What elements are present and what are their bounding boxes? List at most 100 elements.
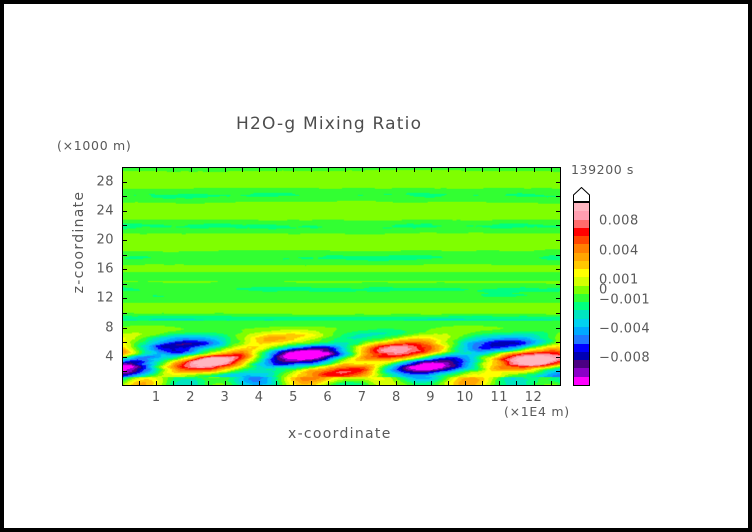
- x-tick: [139, 381, 141, 386]
- x-tick-label: 10: [456, 390, 474, 405]
- y-tick-label: 28: [96, 174, 114, 190]
- x-tick: [242, 381, 244, 386]
- colorbar-band: [574, 310, 589, 319]
- x-tick: [259, 167, 261, 172]
- x-tick-label: 4: [254, 390, 264, 405]
- x-axis-units: (×1E4 m): [504, 404, 570, 419]
- x-tick: [139, 167, 141, 172]
- y-tick: [556, 210, 561, 212]
- timestamp-label: 139200 s: [571, 162, 635, 177]
- y-tick: [122, 269, 127, 271]
- x-tick: [447, 381, 449, 386]
- x-tick: [482, 381, 484, 386]
- x-tick: [327, 381, 329, 386]
- colorbar-band: [574, 326, 589, 336]
- x-tick: [413, 381, 415, 386]
- x-tick: [516, 167, 518, 172]
- x-tick: [533, 381, 535, 386]
- x-tick: [156, 381, 158, 386]
- colorbar-tick-label: −0.001: [599, 292, 651, 308]
- x-tick: [259, 381, 261, 386]
- x-tick: [327, 167, 329, 172]
- y-tick: [556, 371, 561, 373]
- x-tick-label: 9: [426, 390, 436, 405]
- colorbar-band: [574, 227, 589, 237]
- colorbar-tick-label: −0.004: [599, 321, 651, 337]
- y-tick: [122, 181, 127, 183]
- y-tick: [556, 313, 561, 314]
- x-tick: [224, 381, 226, 386]
- x-tick: [430, 167, 432, 172]
- y-tick: [556, 342, 561, 344]
- y-tick: [122, 371, 127, 373]
- x-tick: [447, 167, 449, 172]
- y-tick: [122, 240, 127, 241]
- x-tick-label: 3: [220, 390, 230, 405]
- x-tick: [499, 381, 501, 386]
- x-tick: [344, 167, 346, 172]
- contour-plot[interactable]: [122, 167, 561, 386]
- x-tick: [396, 167, 398, 172]
- y-tick: [122, 210, 127, 212]
- x-tick: [550, 381, 552, 386]
- y-tick: [556, 181, 561, 183]
- x-tick: [516, 381, 518, 386]
- y-tick: [122, 167, 127, 168]
- colorbar-band: [574, 368, 589, 377]
- x-tick: [379, 167, 381, 172]
- y-tick: [122, 196, 127, 198]
- x-tick: [499, 167, 501, 172]
- colorbar-band: [574, 219, 589, 228]
- y-tick-label: 4: [105, 349, 114, 365]
- y-tick: [122, 254, 127, 256]
- y-tick: [556, 196, 561, 198]
- x-tick: [173, 381, 175, 386]
- x-tick: [207, 167, 209, 172]
- y-tick: [122, 283, 127, 285]
- colorbar-tick-label: 0.008: [599, 213, 639, 229]
- x-tick-label: 11: [490, 390, 509, 405]
- colorbar-band: [574, 351, 589, 361]
- y-axis-label: z-coordinate: [71, 190, 87, 294]
- x-tick: [482, 167, 484, 172]
- x-tick: [550, 167, 552, 172]
- scalar-field: [123, 168, 560, 385]
- x-axis-label: x-coordinate: [288, 426, 392, 442]
- x-tick: [293, 167, 295, 172]
- x-tick: [242, 167, 244, 172]
- y-tick: [122, 356, 127, 358]
- y-tick-label: 12: [96, 290, 114, 306]
- colorbar[interactable]: [573, 202, 590, 386]
- x-tick-label: 12: [524, 390, 543, 405]
- colorbar-band: [574, 252, 589, 261]
- y-tick: [122, 298, 127, 300]
- x-tick: [396, 381, 398, 386]
- x-tick: [464, 167, 466, 172]
- colorbar-band: [574, 277, 589, 286]
- colorbar-band: [574, 244, 589, 253]
- colorbar-band: [574, 335, 589, 344]
- colorbar-band: [574, 293, 589, 303]
- x-tick-label: 2: [186, 390, 195, 405]
- colorbar-band: [574, 376, 589, 385]
- y-tick: [122, 342, 127, 344]
- y-tick: [556, 254, 561, 256]
- x-tick-label: 1: [151, 390, 161, 405]
- y-tick-label: 24: [96, 203, 114, 219]
- y-tick: [556, 283, 561, 285]
- colorbar-band: [574, 260, 589, 270]
- x-tick: [362, 381, 364, 386]
- x-tick: [190, 167, 192, 172]
- colorbar-tick-label: 0: [599, 282, 608, 298]
- page-title: H2O-g Mixing Ratio: [236, 114, 423, 134]
- x-tick: [430, 381, 432, 386]
- x-tick: [362, 167, 364, 172]
- x-tick: [533, 167, 535, 172]
- x-tick: [464, 381, 466, 386]
- x-tick: [190, 381, 192, 386]
- colorbar-band: [574, 203, 589, 212]
- y-tick: [556, 327, 561, 329]
- colorbar-band: [574, 302, 589, 311]
- colorbar-band: [574, 343, 589, 352]
